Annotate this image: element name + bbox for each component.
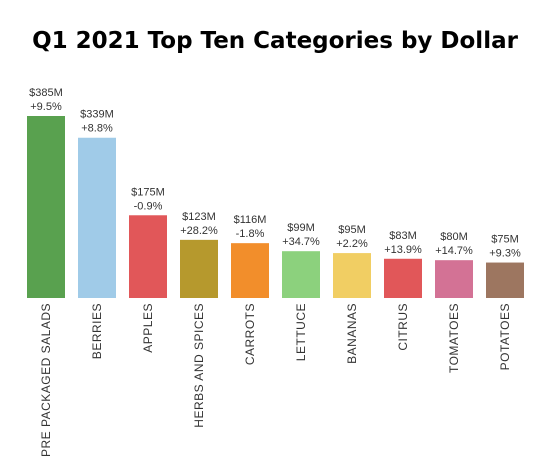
change-label: +8.8% <box>81 123 113 135</box>
value-label: $116M <box>234 214 267 226</box>
change-label: +9.5% <box>30 101 62 113</box>
change-label: +9.3% <box>489 248 521 260</box>
value-label: $80M <box>440 231 468 243</box>
category-label: CITRUS <box>396 303 410 351</box>
value-label: $175M <box>131 186 165 198</box>
bar-pre-packaged-salads <box>27 116 65 298</box>
bar-citrus <box>384 258 422 298</box>
change-label: +28.2% <box>180 225 218 237</box>
chart-title: Q1 2021 Top Ten Categories by Dollar <box>32 28 518 54</box>
category-label: TOMATOES <box>447 303 461 373</box>
bar-herbs-and-spices <box>180 239 218 298</box>
change-label: +34.7% <box>282 236 320 248</box>
category-label: LETTUCE <box>294 303 308 361</box>
category-label: APPLES <box>141 303 155 353</box>
change-label: +13.9% <box>384 244 422 256</box>
bar-tomatoes <box>435 260 473 298</box>
bar-bananas <box>333 253 371 298</box>
change-label: +14.7% <box>435 245 473 257</box>
category-label: BERRIES <box>90 303 104 359</box>
category-label: HERBS AND SPICES <box>192 303 206 428</box>
bar-potatoes <box>486 262 524 298</box>
category-label: POTATOES <box>498 303 512 370</box>
value-label: $385M <box>29 87 63 99</box>
value-label: $123M <box>182 211 216 223</box>
change-label: -1.8% <box>236 228 265 240</box>
change-label: +2.2% <box>336 238 368 250</box>
value-label: $75M <box>491 234 519 246</box>
value-label: $339M <box>80 109 114 121</box>
category-label: BANANAS <box>345 303 359 364</box>
bar-lettuce <box>282 251 320 298</box>
change-label: -0.9% <box>134 200 163 212</box>
bar-berries <box>78 137 116 298</box>
category-label: PRE PACKAGED SALADS <box>39 303 53 456</box>
value-label: $99M <box>287 222 315 234</box>
bar-carrots <box>231 243 269 298</box>
value-label: $95M <box>338 224 366 236</box>
bar-apples <box>129 215 167 298</box>
value-label: $83M <box>389 230 417 242</box>
category-label: CARROTS <box>243 303 257 365</box>
